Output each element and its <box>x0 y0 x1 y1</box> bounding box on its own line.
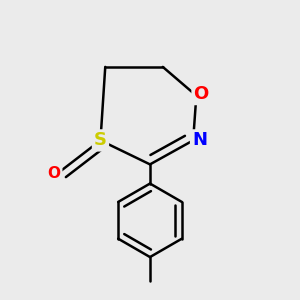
Text: O: O <box>194 85 209 103</box>
Text: S: S <box>94 131 107 149</box>
Text: O: O <box>48 167 61 182</box>
Text: N: N <box>192 131 207 149</box>
